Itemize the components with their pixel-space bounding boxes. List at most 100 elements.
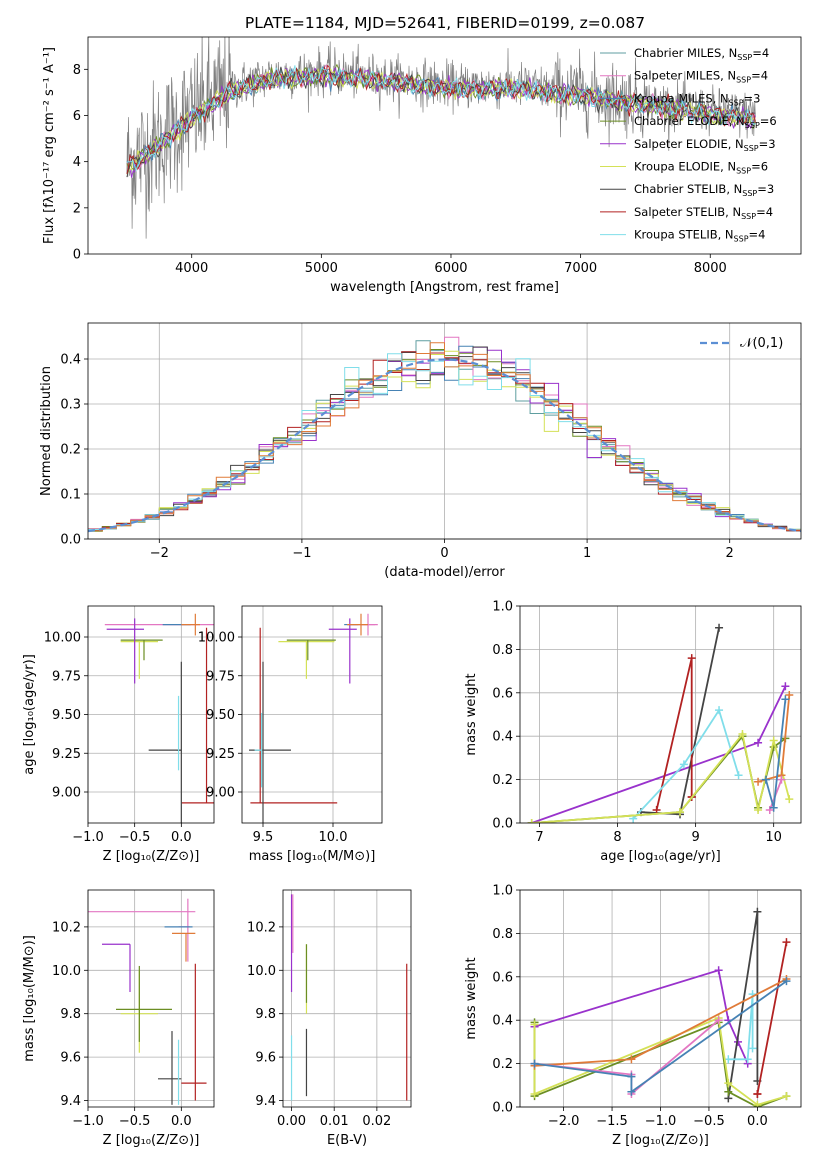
weight-marker xyxy=(679,760,688,769)
chart-age-vs-mass: 9.5 10.0 9.00 9.25 9.50 9.75 10.00 mass [log₁₀(… xyxy=(198,605,383,864)
y-tick-label: 10.0 xyxy=(52,964,81,979)
x-tick-label: 10 xyxy=(765,830,782,845)
errorbar-point xyxy=(120,639,163,661)
x-tick-label: 4000 xyxy=(175,261,208,276)
x-tick-label: −1.0 xyxy=(72,1114,104,1129)
weight-series xyxy=(530,1014,791,1107)
x-tick-label: 0.02 xyxy=(362,1114,391,1129)
y-tick-label: 9.00 xyxy=(52,786,81,801)
plot-area xyxy=(530,907,791,1107)
x-axis-label: Z [log₁₀(Z/Z⊙)] xyxy=(612,1133,709,1148)
weight-line xyxy=(531,731,791,823)
y-tick-label: 9.6 xyxy=(60,1051,81,1066)
errorbar-point xyxy=(116,965,172,1042)
weight-line xyxy=(765,699,787,809)
weight-series xyxy=(753,938,791,1098)
x-axis-label: age [log₁₀(age/yr)] xyxy=(600,849,721,864)
y-tick-label: 0.4 xyxy=(492,1014,513,1029)
model-spectrum-line xyxy=(126,65,756,172)
y-tick-label: 0.2 xyxy=(492,1057,513,1072)
legend-label: 𝒩(0,1) xyxy=(740,336,783,351)
legend-label: Chabrier MILES, NSSP=4 xyxy=(634,46,769,62)
weight-line xyxy=(632,708,740,820)
weight-marker xyxy=(527,819,536,823)
weight-marker xyxy=(738,730,747,739)
x-tick-label: 1 xyxy=(583,546,591,561)
weight-marker xyxy=(785,795,794,804)
errorbar-point xyxy=(102,943,131,992)
errorbar-point xyxy=(254,712,263,788)
figure-title: PLATE=1184, MJD=52641, FIBERID=0199, z=0… xyxy=(245,14,645,32)
x-tick-label: −2 xyxy=(150,546,169,561)
y-axis-label: mass [log₁₀(M/M⊙)] xyxy=(22,935,37,1062)
errorbar-point xyxy=(181,963,207,1101)
normal-curve xyxy=(88,358,801,533)
weight-marker xyxy=(714,966,723,975)
y-tick-label: 6 xyxy=(73,109,81,124)
x-tick-label: −0.5 xyxy=(119,1114,151,1129)
y-tick-label: 0.6 xyxy=(492,686,513,701)
x-tick-label: 5000 xyxy=(305,261,338,276)
chart-spectrum: 4000 5000 6000 7000 8000 0 2 4 6 8 wavelength [Ang… xyxy=(42,36,802,295)
legend-label: Kroupa STELIB, NSSP=4 xyxy=(634,228,765,244)
y-tick-label: 10.00 xyxy=(198,631,235,646)
y-tick-label: 9.8 xyxy=(255,1007,276,1022)
plot-area xyxy=(249,613,378,823)
x-tick-label: −1.0 xyxy=(72,830,104,845)
y-tick-label: 9.50 xyxy=(206,708,235,723)
errorbar-point xyxy=(172,932,196,962)
weight-marker xyxy=(769,803,778,812)
x-tick-label: 0.0 xyxy=(747,1114,768,1129)
x-tick-label: −0.5 xyxy=(119,830,151,845)
legend-label: Kroupa ELODIE, NSSP=6 xyxy=(634,160,768,176)
x-tick-label: −1 xyxy=(292,546,311,561)
x-axis-label: (data-model)/error xyxy=(384,565,505,580)
errorbar-point xyxy=(178,898,190,962)
y-tick-label: 8 xyxy=(73,63,81,78)
errorbar-point xyxy=(120,641,158,679)
errorbar-point xyxy=(181,613,200,636)
weight-marker xyxy=(627,1072,636,1081)
x-tick-label: 9.5 xyxy=(253,830,274,845)
chart-age-vs-Z: −1.0 −0.5 0.0 9.00 9.25 9.50 9.75 10.00 Z [log₁₀… xyxy=(22,605,215,864)
weight-marker xyxy=(530,1059,539,1068)
y-tick-label: 1.0 xyxy=(492,600,513,615)
axes-frame xyxy=(87,605,215,824)
errorbar-point xyxy=(286,639,336,661)
errorbar-point xyxy=(347,613,368,636)
x-tick-label: 8 xyxy=(613,830,621,845)
weight-marker xyxy=(748,1044,757,1053)
errorbar-point xyxy=(278,641,335,679)
weight-line xyxy=(728,994,754,1061)
y-tick-label: 0.6 xyxy=(492,970,513,985)
x-tick-label: 7000 xyxy=(564,261,597,276)
weight-marker xyxy=(777,775,786,784)
x-tick-label: 10.0 xyxy=(319,830,348,845)
weight-marker xyxy=(715,706,724,715)
x-tick-label: −0.5 xyxy=(693,1114,725,1129)
chart-weight-vs-age: 7 8 9 10 0.0 0.2 0.4 0.6 0.8 1.0 age [log₁₀(age/yr… xyxy=(464,600,802,864)
x-axis-label: wavelength [Angstrom, rest frame] xyxy=(330,280,559,295)
weight-marker xyxy=(687,654,696,663)
x-tick-label: 0.00 xyxy=(277,1114,306,1129)
x-tick-label: 9 xyxy=(691,830,699,845)
chart-mass-vs-EBV: 0.00 0.01 0.02 9.4 9.6 9.8 10.0 10.2 E(B-V) xyxy=(247,889,412,1148)
y-tick-label: 9.8 xyxy=(60,1007,81,1022)
x-tick-label: 7 xyxy=(535,830,543,845)
model-spectrum-line xyxy=(126,63,756,170)
weight-marker xyxy=(781,682,790,691)
y-tick-label: 2 xyxy=(73,201,81,216)
axes-frame xyxy=(241,605,383,824)
plot-area xyxy=(88,898,207,1105)
weight-marker xyxy=(754,777,763,786)
weight-marker xyxy=(724,1055,733,1064)
y-tick-label: 9.00 xyxy=(206,786,235,801)
errorbar-point xyxy=(181,627,214,804)
chart-weight-vs-Z: −2.0 −1.5 −1.0 −0.5 0.0 0.0 0.2 0.4 0.6 0.8 1.0 Z [… xyxy=(464,884,802,1148)
weight-series xyxy=(761,695,790,812)
plot-area xyxy=(88,336,801,533)
axes-frame xyxy=(519,889,802,1108)
y-tick-label: 0.8 xyxy=(492,643,513,658)
weight-series xyxy=(530,977,791,1096)
weight-series xyxy=(724,990,757,1064)
